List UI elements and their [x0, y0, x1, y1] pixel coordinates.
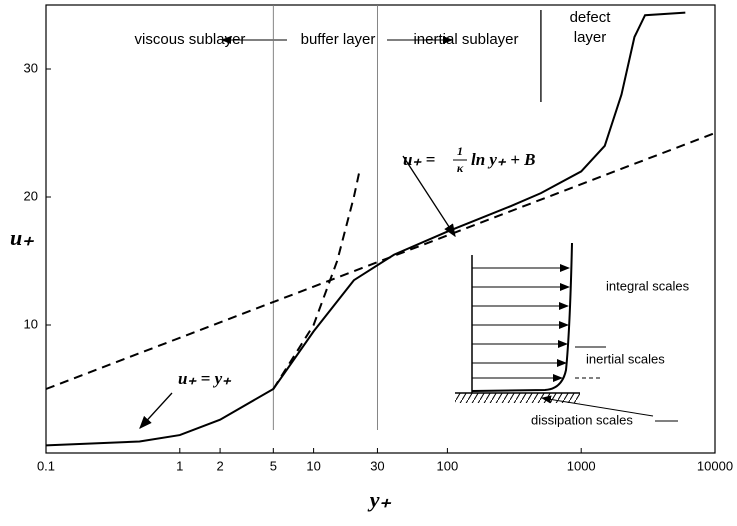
- inset: integral scales inertial scales dissipat…: [455, 242, 690, 427]
- annotation-arrow: [139, 392, 173, 429]
- profile-arrows: [472, 264, 570, 382]
- log-law-lhs: u₊ =: [403, 150, 435, 169]
- ground-hatch: [455, 393, 580, 403]
- x-tick-label: 30: [370, 458, 384, 473]
- region-label: viscous sublayer: [135, 31, 246, 48]
- y-axis-label: u₊: [10, 225, 34, 250]
- log-law-rhs: ln y₊ + B: [471, 150, 535, 169]
- log-law-numerator: 1: [457, 144, 463, 158]
- viscous-law-label: u₊ = y₊: [178, 369, 232, 388]
- profile: [471, 242, 573, 392]
- y-tick-label: 20: [24, 188, 38, 203]
- inset-label: inertial scales: [586, 351, 665, 366]
- y-tick-label: 30: [24, 60, 38, 75]
- x-tick-label: 10: [306, 458, 320, 473]
- inset-label: dissipation scales: [531, 412, 633, 427]
- plot-frame: [45, 4, 716, 454]
- annotation-arrow: [402, 155, 456, 238]
- x-tick-label: 10000: [697, 458, 733, 473]
- series-line: [272, 171, 361, 390]
- y-tick-label: 10: [24, 316, 38, 331]
- x-tick-label: 0.1: [37, 458, 55, 473]
- scale-arrow: [541, 395, 654, 417]
- region-label: defect: [570, 9, 612, 26]
- x-tick-label: 100: [437, 458, 459, 473]
- log-law-denominator: κ: [457, 161, 464, 175]
- x-tick-label: 5: [270, 458, 277, 473]
- region-label: layer: [574, 29, 607, 46]
- region-label: inertial sublayer: [413, 31, 518, 48]
- x-tick-label: 1000: [567, 458, 596, 473]
- x-tick-label: 1: [176, 458, 183, 473]
- series-line: [45, 11, 686, 447]
- x-axis-label: y₊: [367, 487, 392, 512]
- region-label: buffer layer: [301, 31, 376, 48]
- x-tick-label: 2: [216, 458, 223, 473]
- inset-label: integral scales: [606, 278, 690, 293]
